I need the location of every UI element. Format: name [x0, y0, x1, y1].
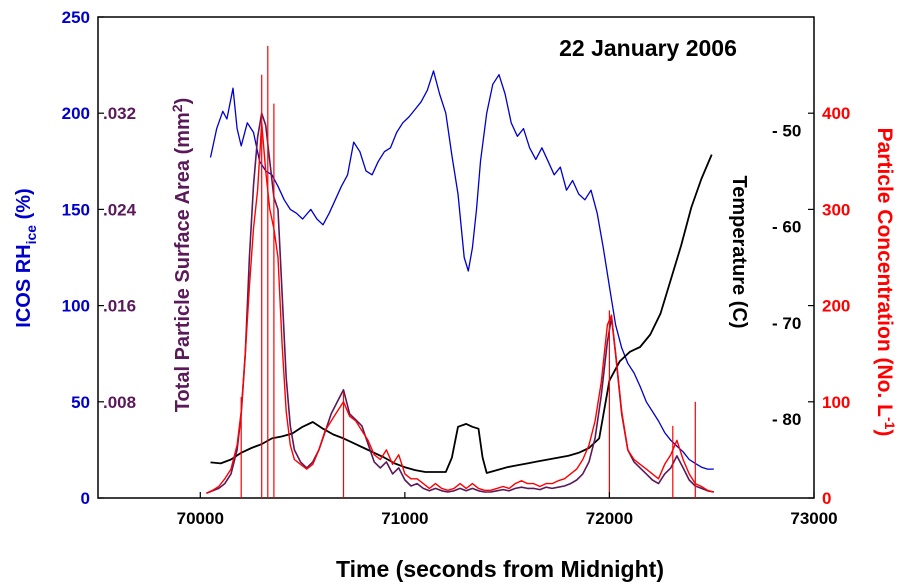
- rh-tick-label-150: 150: [62, 200, 90, 219]
- concentration-tick-label-300: 300: [822, 200, 850, 219]
- rh-axis-label-sub: ice: [23, 225, 39, 245]
- surface-tick-label-3: .032: [103, 104, 136, 123]
- rh-tick-label-200: 200: [62, 104, 90, 123]
- series-temperature-line: [210, 154, 713, 474]
- concentration-axis-label-sup: -1: [882, 417, 898, 430]
- concentration-axis-label-end: ): [873, 429, 896, 436]
- temperature-axis-label: Temperature (C): [728, 176, 750, 329]
- temperature-tick-label-1: - 70: [772, 314, 801, 333]
- series-rh-line: [209, 70, 714, 470]
- concentration-axis-label-main: Particle Concentration (No. L: [873, 128, 896, 418]
- surface-axis-label: Total Particle Surface Area (mm2): [169, 98, 194, 413]
- surface-tick-label-0: .008: [103, 393, 136, 412]
- concentration-tick-label-0: 0: [822, 489, 831, 508]
- temperature-tick-label-3: - 50: [772, 122, 801, 141]
- x-tick-label-73000: 73000: [790, 509, 837, 528]
- axes-layer: 70000 71000 72000 73000050100150200250.008.…: [62, 8, 851, 528]
- concentration-tick-label-100: 100: [822, 393, 850, 412]
- concentration-tick-label-200: 200: [822, 297, 850, 316]
- temperature-tick-label-0: - 80: [772, 410, 801, 429]
- surface-axis-label-end: ): [172, 98, 194, 105]
- series-layer: [206, 45, 715, 498]
- rh-axis-label-end: (%): [13, 188, 35, 225]
- x-axis-label: Time (seconds from Midnight): [336, 556, 664, 582]
- chart-title: 22 January 2006: [559, 35, 737, 61]
- series-concentration-line: [206, 122, 715, 494]
- plot-frame: [97, 16, 815, 499]
- concentration-axis-label: Particle Concentration (No. L-1): [873, 128, 898, 437]
- rh-tick-label-250: 250: [62, 8, 90, 27]
- surface-axis-label-main: Total Particle Surface Area (mm: [172, 112, 194, 412]
- temperature-tick-label-2: - 60: [772, 218, 801, 237]
- concentration-tick-label-400: 400: [822, 104, 850, 123]
- surface-tick-label-2: .024: [103, 200, 137, 219]
- x-tick-label-71000: 71000: [381, 509, 428, 528]
- rh-tick-label-0: 0: [81, 489, 90, 508]
- surface-axis-label-sup: 2: [169, 104, 185, 112]
- x-tick-label-72000: 72000: [586, 509, 633, 528]
- x-tick-label-70000: 70000: [177, 509, 224, 528]
- rh-axis-label-main: ICOS RH: [13, 244, 35, 327]
- rh-axis-label: ICOS RHice (%): [13, 188, 39, 327]
- rh-tick-label-100: 100: [62, 297, 90, 316]
- surface-tick-label-1: .016: [103, 297, 136, 316]
- rh-tick-label-50: 50: [71, 393, 90, 412]
